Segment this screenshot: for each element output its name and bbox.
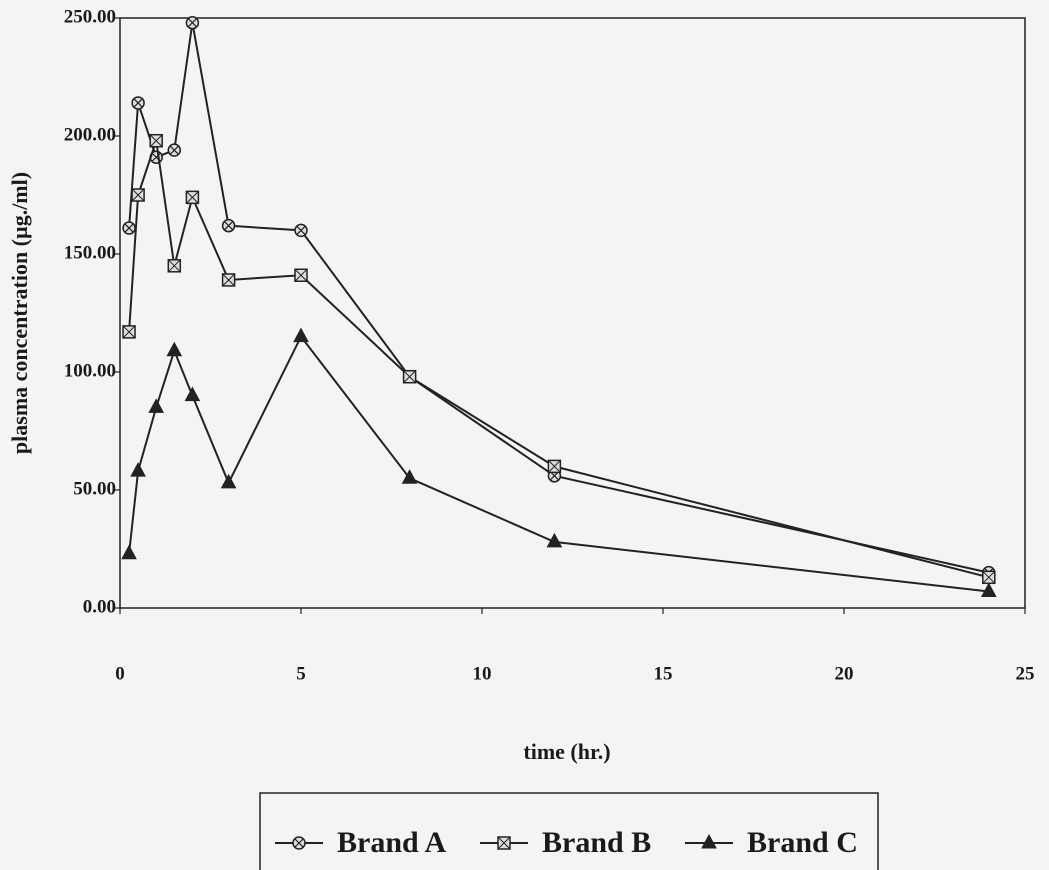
- data-point: [295, 224, 307, 236]
- x-tick-label: 10: [473, 663, 492, 684]
- data-point: [132, 189, 144, 201]
- y-tick-label: 100.00: [64, 360, 116, 381]
- data-point: [294, 329, 308, 342]
- data-point: [132, 97, 144, 109]
- data-point: [168, 144, 180, 156]
- page: {"chart_data": { "type": "line", "x_labe…: [0, 0, 1049, 870]
- x-tick-label: 15: [654, 663, 673, 684]
- legend-label: Brand B: [542, 826, 651, 859]
- marker-shape: [149, 399, 163, 412]
- x-tick-label: 20: [835, 663, 854, 684]
- data-point: [223, 220, 235, 232]
- marker-shape: [122, 546, 136, 559]
- data-point: [131, 463, 145, 476]
- marker-shape: [702, 835, 716, 848]
- marker-shape: [222, 475, 236, 488]
- data-point: [186, 191, 198, 203]
- x-axis-title: time (hr.): [523, 739, 610, 764]
- y-tick-label: 50.00: [73, 478, 116, 499]
- data-point: [149, 399, 163, 412]
- series-line: [129, 23, 989, 573]
- y-tick-label: 150.00: [64, 242, 116, 263]
- data-point: [123, 326, 135, 338]
- data-point: [222, 475, 236, 488]
- y-tick-label: 200.00: [64, 124, 116, 145]
- data-point: [122, 546, 136, 559]
- plot-frame: [120, 18, 1025, 608]
- data-point: [223, 274, 235, 286]
- legend-label: Brand C: [747, 826, 858, 859]
- marker-shape: [167, 343, 181, 356]
- data-point: [123, 222, 135, 234]
- data-point: [167, 343, 181, 356]
- x-tick-label: 25: [1016, 663, 1035, 684]
- data-point: [548, 460, 560, 472]
- data-point: [150, 135, 162, 147]
- legend-marker: [702, 835, 716, 848]
- marker-shape: [294, 329, 308, 342]
- y-tick-label: 250.00: [64, 6, 116, 27]
- x-tick-label: 0: [115, 663, 125, 684]
- marker-shape: [131, 463, 145, 476]
- data-point: [186, 17, 198, 29]
- legend-label: Brand A: [337, 826, 447, 859]
- y-axis-title: plasma concentration (µg./ml): [7, 172, 32, 454]
- x-tick-label: 5: [296, 663, 306, 684]
- data-point: [185, 388, 199, 401]
- chart: time (hr.) plasma concentration (µg./ml)…: [0, 0, 1049, 870]
- data-point: [295, 269, 307, 281]
- legend-marker: [293, 837, 305, 849]
- y-tick-label: 0.00: [83, 596, 116, 617]
- marker-shape: [185, 388, 199, 401]
- data-point: [983, 571, 995, 583]
- legend-marker: [498, 837, 510, 849]
- data-point: [168, 260, 180, 272]
- series-line: [129, 141, 989, 578]
- data-point: [404, 371, 416, 383]
